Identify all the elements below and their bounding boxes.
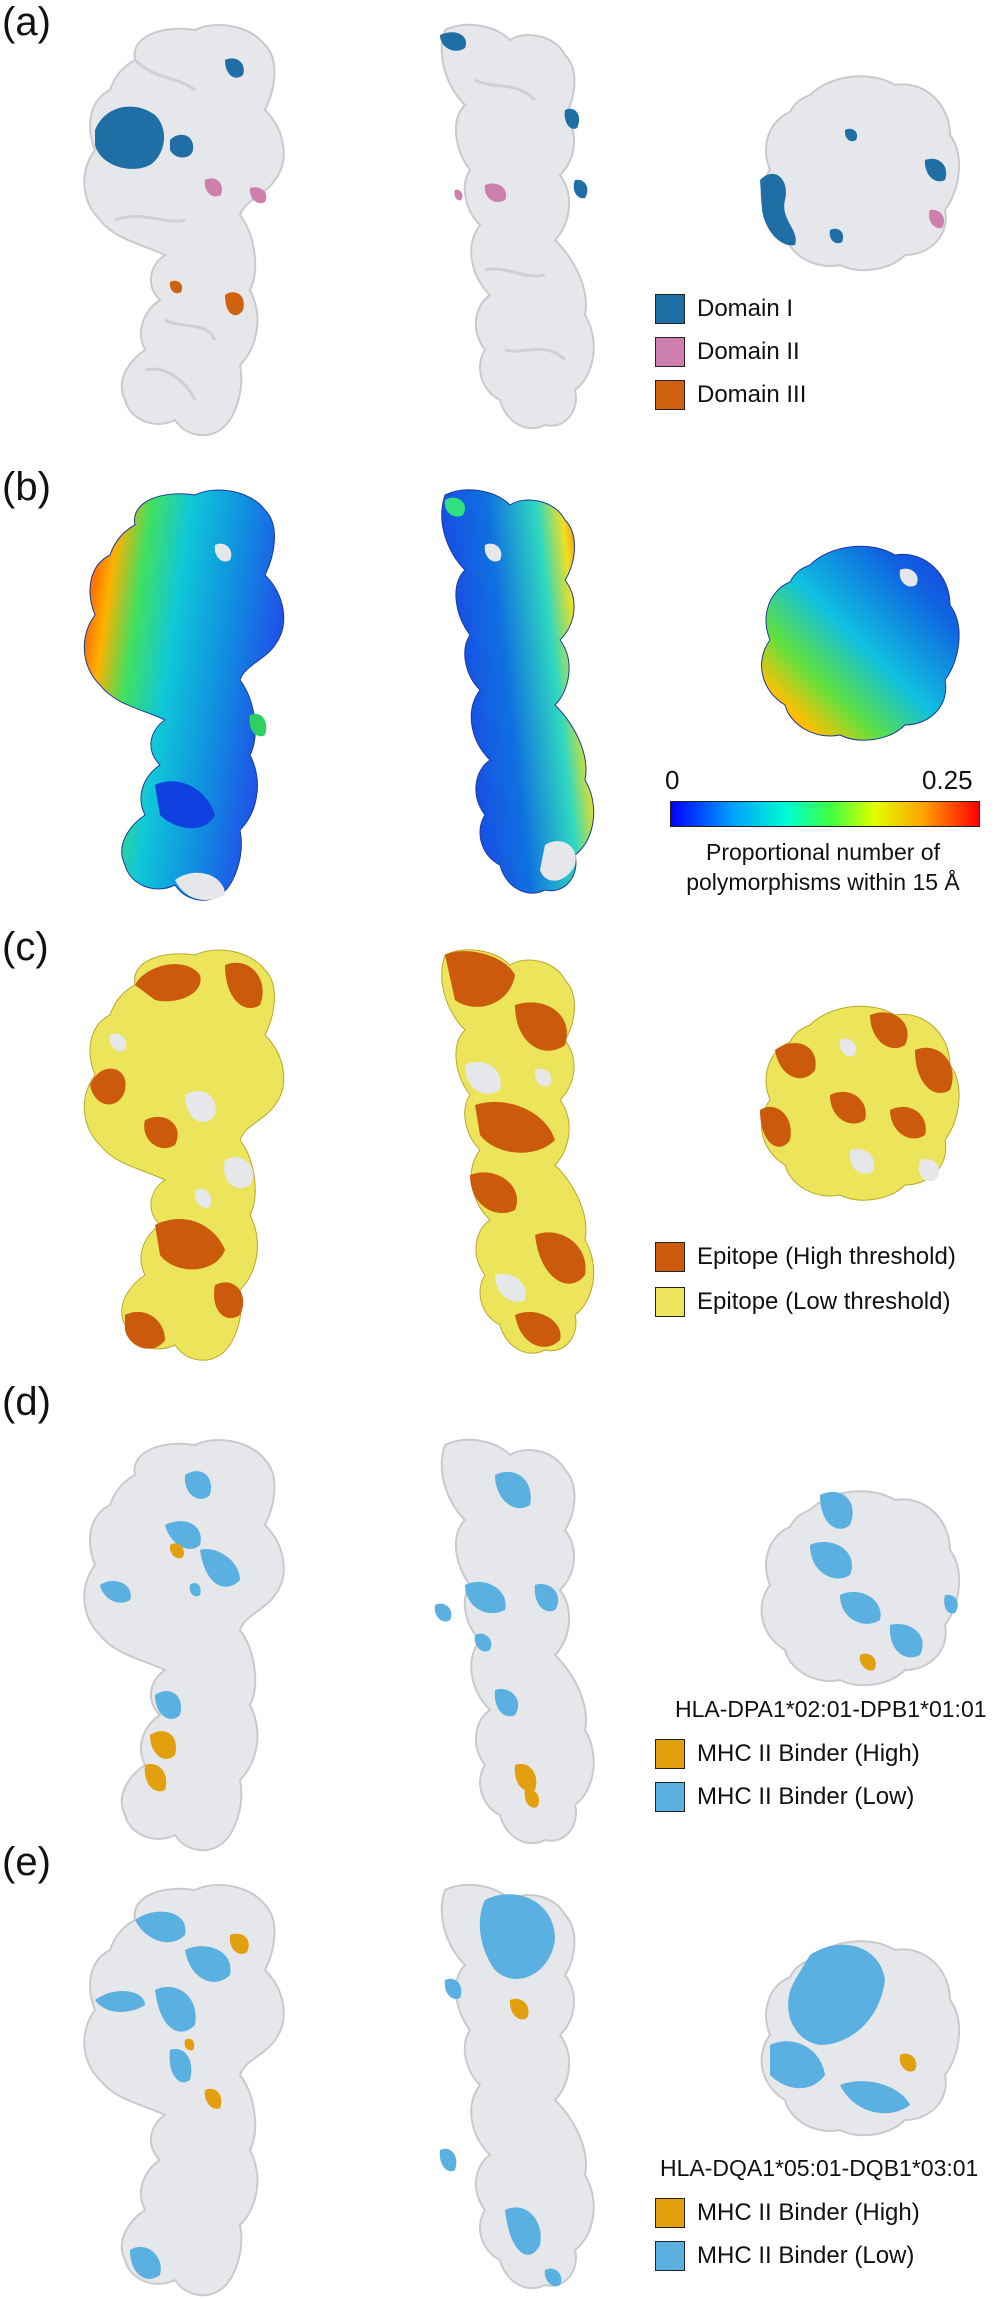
hla-allele-label: HLA-DPA1*02:01-DPB1*01:01 — [675, 1696, 987, 1722]
structure-side-view — [440, 23, 595, 430]
legend-label: Epitope (Low threshold) — [697, 1288, 951, 1315]
legend-label: MHC II Binder (High) — [697, 1740, 920, 1767]
legend-label: Domain III — [697, 381, 807, 408]
structure-front-view — [83, 24, 285, 437]
colorbar-min-label: 0 — [665, 765, 680, 795]
legend-item: Epitope (High threshold) — [655, 1240, 956, 1274]
panel-b: (b) — [0, 465, 1000, 925]
mhc-binder-legend: MHC II Binder (High) MHC II Binder (Low) — [655, 1737, 975, 1827]
legend-swatch-epitope-high — [655, 1242, 685, 1272]
legend-item: Domain I — [655, 292, 793, 326]
structure-side-view — [441, 949, 595, 1354]
colorbar-caption-line1: Proportional number of — [706, 839, 940, 865]
legend-label: Domain II — [697, 338, 800, 365]
panel-c: (c) — [0, 925, 1000, 1385]
panel-d: (d) HLA-DPA1*02:01-DPB1*01:01 — [0, 1380, 1000, 1852]
colorbar-gradient — [670, 801, 980, 827]
legend-label: Domain I — [697, 295, 794, 322]
colorbar: 0 0.25 Proportional number of polymorphi… — [650, 495, 995, 915]
mhc-binder-legend: MHC II Binder (High) MHC II Binder (Low) — [655, 2196, 975, 2286]
structure-front-view — [83, 949, 285, 1361]
legend-item: MHC II Binder (High) — [655, 2196, 920, 2230]
structure-front-view — [83, 489, 285, 901]
legend-swatch-domain-iii — [655, 380, 685, 410]
panel-e: (e) HLA-DQA1*05:01-DQB1*03:01 MHC II Bin… — [0, 1840, 1000, 2300]
legend-swatch-binder-low — [655, 1782, 685, 1812]
structure-top-view — [760, 75, 961, 272]
structure-front-view — [83, 1439, 285, 1852]
legend-swatch-epitope-low — [655, 1287, 685, 1317]
structure-front-view — [83, 1884, 285, 2297]
legend-label: MHC II Binder (Low) — [697, 1783, 915, 1810]
structure-top-view — [760, 1005, 960, 1201]
legend-label: MHC II Binder (Low) — [697, 2242, 915, 2269]
panel-label: (b) — [2, 465, 51, 509]
structure-top-view — [760, 1940, 961, 2137]
epitope-legend: Epitope (High threshold) Epitope (Low th… — [655, 1240, 995, 1330]
panel-label: (e) — [2, 1840, 51, 1884]
colorbar-max-label: 0.25 — [922, 765, 973, 795]
structure-top-view — [761, 545, 960, 741]
legend-item: Domain II — [655, 335, 800, 369]
legend-swatch-binder-low — [655, 2241, 685, 2271]
panel-label: (a) — [2, 0, 51, 44]
legend-item: Domain III — [655, 378, 806, 412]
panel-a: (a) Domain I Domain II — [0, 0, 1000, 460]
structure-side-view — [441, 489, 595, 894]
panel-label: (c) — [2, 925, 49, 969]
structure-top-view — [760, 1490, 961, 1687]
hla-allele-label: HLA-DQA1*05:01-DQB1*03:01 — [660, 2155, 979, 2181]
legend-swatch-domain-ii — [655, 337, 685, 367]
legend-item: Epitope (Low threshold) — [655, 1285, 950, 1319]
legend-swatch-binder-high — [655, 1739, 685, 1769]
colorbar-caption-line2: polymorphisms within 15 Å — [686, 869, 960, 895]
legend-item: MHC II Binder (Low) — [655, 1780, 914, 1814]
legend-label: Epitope (High threshold) — [697, 1243, 956, 1270]
domain-legend: Domain I Domain II Domain III — [655, 292, 975, 422]
structure-side-view — [434, 1438, 595, 1845]
legend-item: MHC II Binder (High) — [655, 1737, 920, 1771]
legend-label: MHC II Binder (High) — [697, 2199, 920, 2226]
structure-side-view — [439, 1883, 595, 2290]
legend-swatch-binder-high — [655, 2198, 685, 2228]
legend-swatch-domain-i — [655, 294, 685, 324]
legend-item: MHC II Binder (Low) — [655, 2239, 914, 2273]
panel-label: (d) — [2, 1380, 51, 1424]
